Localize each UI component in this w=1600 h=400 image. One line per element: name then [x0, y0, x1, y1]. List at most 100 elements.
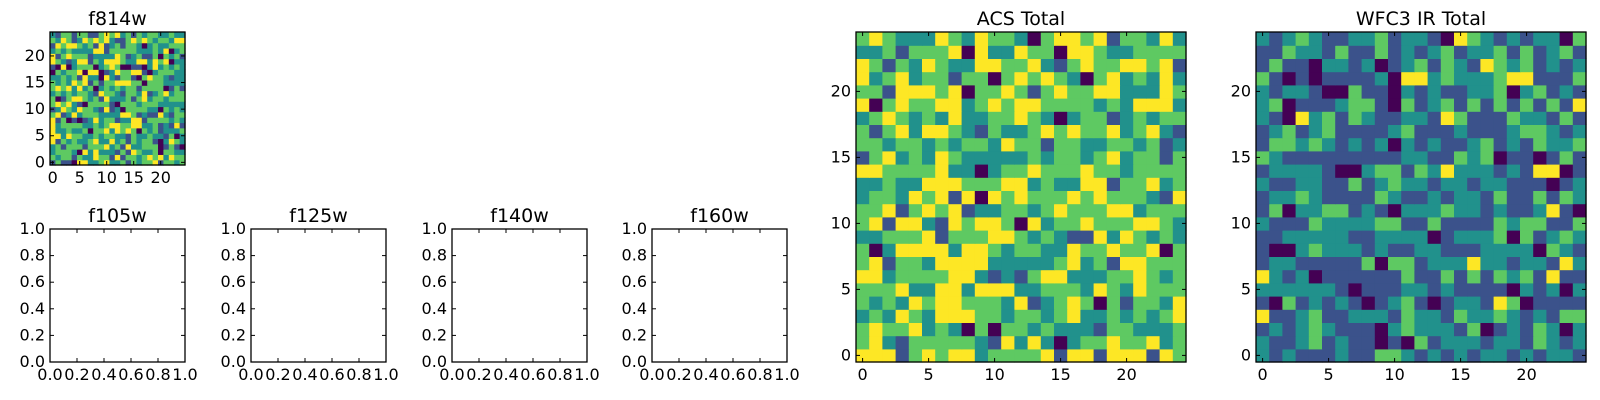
heatmap-cell [125, 90, 132, 97]
heatmap-cell [1533, 124, 1547, 139]
heatmap-cell [1027, 58, 1042, 73]
heatmap-cell [1348, 137, 1363, 152]
heatmap-cell [87, 149, 94, 155]
heatmap-cell [1546, 282, 1561, 297]
heatmap-cell [1067, 256, 1081, 271]
heatmap-cell [974, 164, 989, 178]
heatmap-cell [1559, 230, 1574, 244]
heatmap-cell [82, 95, 89, 102]
heatmap-cell [948, 335, 963, 350]
heatmap-cell [869, 322, 883, 337]
heatmap-cell [1506, 177, 1521, 191]
heatmap-cell [152, 85, 159, 92]
heatmap-cell [71, 143, 78, 150]
heatmap-cell [1014, 45, 1029, 59]
heatmap-cell [82, 90, 89, 97]
heatmap-cell [1054, 309, 1068, 323]
heatmap-cell [961, 84, 976, 99]
heatmap-cell [1269, 137, 1283, 152]
heatmap-cell [882, 309, 897, 323]
heatmap-cell [55, 79, 62, 86]
heatmap-cell [1027, 124, 1042, 139]
heatmap-cell [1480, 150, 1495, 165]
heatmap-cell [82, 143, 89, 150]
x-tick-label: 0.0 [238, 365, 263, 384]
heatmap-cell [163, 101, 170, 108]
heatmap-cell [988, 84, 1002, 99]
heatmap-cell [1295, 137, 1310, 152]
heatmap-cell [1256, 111, 1270, 125]
heatmap-cell [1506, 216, 1521, 231]
heatmap-cell [1559, 348, 1574, 363]
heatmap-cell [1014, 137, 1029, 152]
heatmap-cell [1427, 335, 1442, 350]
heatmap-cell [1493, 256, 1508, 271]
heatmap-cell [1374, 243, 1389, 257]
heatmap-cell [1454, 256, 1468, 271]
heatmap-cell [1027, 84, 1042, 99]
heatmap-cell [147, 111, 154, 118]
heatmap-cell [50, 47, 56, 54]
heatmap-cell [1133, 243, 1147, 257]
heatmap-cell [109, 122, 116, 129]
heatmap-cell [152, 37, 159, 44]
heatmap-cell [93, 37, 100, 44]
heatmap-cell [174, 32, 181, 38]
heatmap-cell [869, 296, 883, 310]
heatmap-cell [168, 143, 175, 150]
heatmap-cell [1159, 282, 1174, 297]
y-tick-label: 0.2 [622, 325, 647, 344]
heatmap-cell [1427, 32, 1442, 46]
heatmap-cell [1256, 45, 1270, 59]
heatmap-cell [1133, 111, 1147, 125]
heatmap-cell [93, 143, 100, 150]
heatmap-cell [82, 63, 89, 70]
heatmap-cell [1295, 111, 1310, 125]
heatmap-cell [1440, 230, 1455, 244]
heatmap-cell [1054, 190, 1068, 205]
heatmap-cell [948, 45, 963, 59]
heatmap-cell [1001, 282, 1015, 297]
heatmap-cell [55, 138, 62, 145]
heatmap-cell [1388, 45, 1402, 59]
heatmap-cell [77, 63, 83, 70]
heatmap-cell [1559, 124, 1574, 139]
heatmap-cell [1335, 45, 1349, 59]
heatmap-cell [1427, 348, 1442, 363]
heatmap-cell [1454, 269, 1468, 284]
heatmap-cell [1120, 216, 1134, 231]
heatmap-cell [1493, 269, 1508, 284]
heatmap-cell [1520, 230, 1534, 244]
heatmap-cell [895, 269, 910, 284]
heatmap-cell [152, 95, 159, 102]
heatmap-cell [1172, 45, 1187, 59]
heatmap-cell [1001, 177, 1015, 191]
heatmap-cell [1493, 150, 1508, 165]
heatmap-cell [179, 95, 186, 102]
heatmap-cell [136, 90, 143, 97]
heatmap-cell [922, 177, 936, 191]
heatmap-cell [974, 71, 989, 86]
heatmap-cell [1467, 98, 1481, 112]
heatmap-cell [1159, 32, 1174, 46]
heatmap-cell [869, 150, 883, 165]
heatmap-cell [1572, 269, 1587, 284]
heatmap-cell [109, 37, 116, 44]
heatmap-cell [1322, 150, 1336, 165]
heatmap-cell [1322, 98, 1336, 112]
heatmap-cell [908, 216, 923, 231]
heatmap-cell [1027, 150, 1042, 165]
heatmap-cell [1361, 71, 1376, 86]
heatmap-cell [1133, 150, 1147, 165]
heatmap-cell [1282, 243, 1297, 257]
heatmap-cell [1067, 296, 1081, 310]
heatmap-cell [1001, 111, 1015, 125]
axes-frame [250, 228, 387, 363]
heatmap-cell [179, 143, 186, 150]
heatmap-cell [93, 138, 100, 145]
heatmap-cell [961, 137, 976, 152]
heatmap-cell [974, 216, 989, 231]
heatmap-cell [1467, 45, 1481, 59]
heatmap-cell [869, 84, 883, 99]
heatmap-cell [1414, 348, 1429, 363]
